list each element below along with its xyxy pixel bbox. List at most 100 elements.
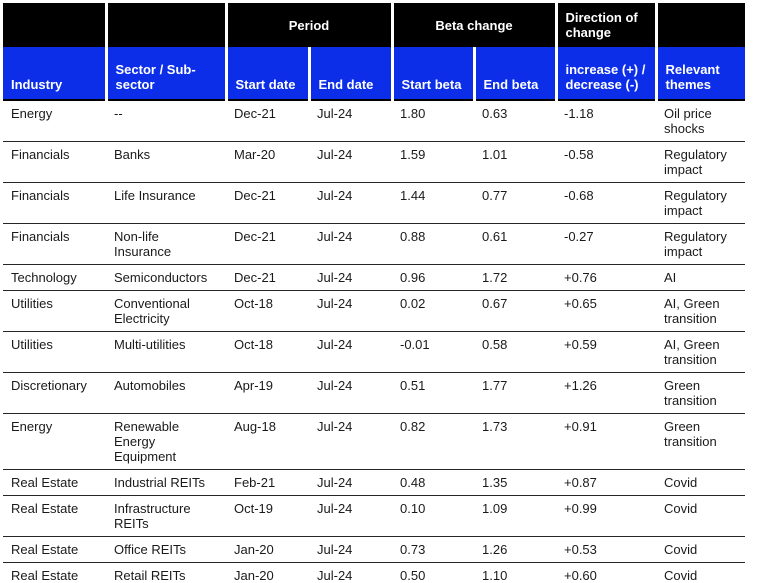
cell-start-date: Feb-21 bbox=[226, 469, 309, 496]
column-header-end-beta: End beta bbox=[474, 47, 558, 101]
header-group-direction-of-change: Direction of change bbox=[556, 3, 658, 47]
cell-theme: Covid bbox=[656, 469, 745, 496]
table-row: Technology Semiconductors Dec-21 Jul-24 … bbox=[3, 264, 745, 291]
cell-start-date: Dec-21 bbox=[226, 182, 309, 224]
cell-end-date: Jul-24 bbox=[309, 562, 392, 583]
cell-start-date: Dec-21 bbox=[226, 264, 309, 291]
cell-theme: AI, Green transition bbox=[656, 290, 745, 332]
cell-beta-change: -0.68 bbox=[556, 182, 656, 224]
cell-end-date: Jul-24 bbox=[309, 495, 392, 537]
cell-start-date: Dec-21 bbox=[226, 223, 309, 265]
cell-start-date: Aug-18 bbox=[226, 413, 309, 470]
cell-end-date: Jul-24 bbox=[309, 290, 392, 332]
cell-beta-change: +0.60 bbox=[556, 562, 656, 583]
cell-end-beta: 1.26 bbox=[474, 536, 556, 563]
cell-theme: Covid bbox=[656, 562, 745, 583]
column-header-industry: Industry bbox=[3, 47, 108, 101]
cell-end-date: Jul-24 bbox=[309, 536, 392, 563]
cell-start-beta: 1.44 bbox=[392, 182, 474, 224]
cell-industry: Real Estate bbox=[3, 495, 106, 537]
cell-start-beta: 0.10 bbox=[392, 495, 474, 537]
cell-sector: Renewable Energy Equipment bbox=[106, 413, 226, 470]
cell-sector: Semiconductors bbox=[106, 264, 226, 291]
cell-sector: Office REITs bbox=[106, 536, 226, 563]
cell-end-date: Jul-24 bbox=[309, 141, 392, 183]
header-spacer-themes bbox=[656, 3, 745, 47]
cell-start-date: Jan-20 bbox=[226, 562, 309, 583]
cell-end-beta: 0.58 bbox=[474, 331, 556, 373]
cell-theme: Covid bbox=[656, 536, 745, 563]
column-header-end-date: End date bbox=[309, 47, 394, 101]
table-row: Financials Life Insurance Dec-21 Jul-24 … bbox=[3, 182, 745, 224]
cell-end-beta: 1.73 bbox=[474, 413, 556, 470]
cell-start-date: Oct-19 bbox=[226, 495, 309, 537]
cell-end-date: Jul-24 bbox=[309, 413, 392, 470]
cell-sector: Multi-utilities bbox=[106, 331, 226, 373]
cell-industry: Financials bbox=[3, 141, 106, 183]
cell-start-date: Apr-19 bbox=[226, 372, 309, 414]
cell-end-date: Jul-24 bbox=[309, 100, 392, 142]
table-row: Financials Non-life Insurance Dec-21 Jul… bbox=[3, 223, 745, 265]
cell-end-beta: 0.77 bbox=[474, 182, 556, 224]
table-row: Financials Banks Mar-20 Jul-24 1.59 1.01… bbox=[3, 141, 745, 183]
cell-end-beta: 0.67 bbox=[474, 290, 556, 332]
cell-end-date: Jul-24 bbox=[309, 372, 392, 414]
cell-theme: Regulatory impact bbox=[656, 223, 745, 265]
cell-start-beta: 0.50 bbox=[392, 562, 474, 583]
cell-beta-change: +0.53 bbox=[556, 536, 656, 563]
cell-end-beta: 1.09 bbox=[474, 495, 556, 537]
cell-theme: AI, Green transition bbox=[656, 331, 745, 373]
column-header-sector-subsector: Sector / Sub-sector bbox=[106, 47, 228, 101]
cell-theme: AI bbox=[656, 264, 745, 291]
cell-sector: Banks bbox=[106, 141, 226, 183]
cell-beta-change: +0.87 bbox=[556, 469, 656, 496]
cell-beta-change: -0.27 bbox=[556, 223, 656, 265]
cell-sector: Life Insurance bbox=[106, 182, 226, 224]
column-header-start-beta: Start beta bbox=[392, 47, 476, 101]
header-group-period: Period bbox=[226, 3, 394, 47]
table-row: Real Estate Office REITs Jan-20 Jul-24 0… bbox=[3, 536, 745, 563]
cell-start-beta: 0.82 bbox=[392, 413, 474, 470]
cell-start-date: Mar-20 bbox=[226, 141, 309, 183]
table-row: Utilities Multi-utilities Oct-18 Jul-24 … bbox=[3, 331, 745, 373]
cell-start-date: Oct-18 bbox=[226, 290, 309, 332]
cell-industry: Utilities bbox=[3, 290, 106, 332]
cell-start-beta: 1.59 bbox=[392, 141, 474, 183]
cell-industry: Real Estate bbox=[3, 536, 106, 563]
cell-end-beta: 1.35 bbox=[474, 469, 556, 496]
cell-end-beta: 0.61 bbox=[474, 223, 556, 265]
cell-industry: Technology bbox=[3, 264, 106, 291]
cell-industry: Real Estate bbox=[3, 469, 106, 496]
cell-end-date: Jul-24 bbox=[309, 469, 392, 496]
cell-beta-change: +0.76 bbox=[556, 264, 656, 291]
table-row: Energy -- Dec-21 Jul-24 1.80 0.63 -1.18 … bbox=[3, 100, 745, 142]
cell-theme: Green transition bbox=[656, 413, 745, 470]
cell-industry: Energy bbox=[3, 413, 106, 470]
cell-start-beta: 1.80 bbox=[392, 100, 474, 142]
cell-sector: Retail REITs bbox=[106, 562, 226, 583]
cell-industry: Real Estate bbox=[3, 562, 106, 583]
cell-end-beta: 1.10 bbox=[474, 562, 556, 583]
header-columns-row: Industry Sector / Sub-sector Start date … bbox=[3, 47, 745, 101]
cell-start-beta: 0.48 bbox=[392, 469, 474, 496]
cell-theme: Green transition bbox=[656, 372, 745, 414]
cell-theme: Regulatory impact bbox=[656, 182, 745, 224]
cell-sector: Automobiles bbox=[106, 372, 226, 414]
cell-start-beta: -0.01 bbox=[392, 331, 474, 373]
cell-start-beta: 0.51 bbox=[392, 372, 474, 414]
cell-sector: Conventional Electricity bbox=[106, 290, 226, 332]
cell-start-beta: 0.02 bbox=[392, 290, 474, 332]
cell-industry: Financials bbox=[3, 223, 106, 265]
table-row: Real Estate Industrial REITs Feb-21 Jul-… bbox=[3, 469, 745, 496]
cell-theme: Oil price shocks bbox=[656, 100, 745, 142]
cell-sector: Industrial REITs bbox=[106, 469, 226, 496]
cell-end-date: Jul-24 bbox=[309, 264, 392, 291]
header-spacer-industry bbox=[3, 3, 108, 47]
cell-industry: Discretionary bbox=[3, 372, 106, 414]
cell-start-date: Oct-18 bbox=[226, 331, 309, 373]
cell-beta-change: +0.59 bbox=[556, 331, 656, 373]
cell-beta-change: -1.18 bbox=[556, 100, 656, 142]
cell-industry: Energy bbox=[3, 100, 106, 142]
cell-industry: Utilities bbox=[3, 331, 106, 373]
